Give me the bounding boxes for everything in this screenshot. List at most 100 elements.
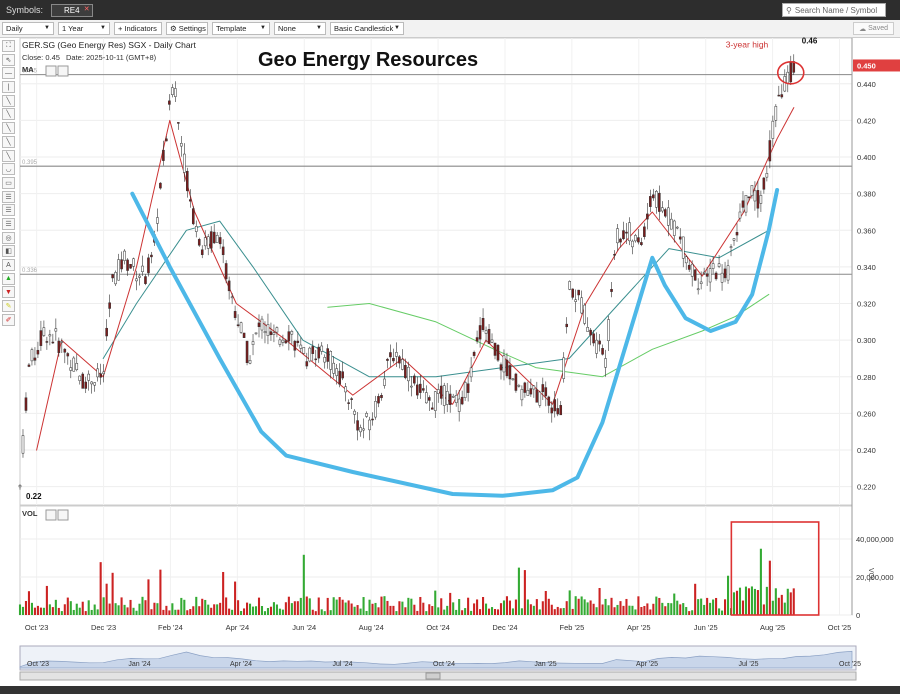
volume-bar [365, 610, 368, 615]
candle-body [508, 365, 512, 380]
candle-body [162, 149, 165, 161]
volume-bar [750, 586, 753, 615]
drawing-tool-icon[interactable]: ⛶ [2, 40, 15, 52]
candle-body [218, 237, 222, 245]
volume-bar [293, 601, 296, 615]
volume-bar [532, 605, 535, 615]
drawing-tool-icon[interactable]: ✎ [2, 300, 15, 313]
volume-bar [622, 605, 625, 615]
candle-body [780, 94, 784, 98]
candle-body [565, 323, 569, 328]
candle-body [559, 405, 563, 416]
symbol-chip[interactable]: RE4 ✕ [51, 3, 93, 17]
volume-bar [165, 605, 168, 615]
x-tick-label: Apr '25 [627, 623, 651, 632]
candle-body [33, 357, 37, 361]
drawing-tool-icon[interactable]: ◧ [2, 245, 15, 258]
candle-body [466, 383, 470, 393]
drawing-tool-icon[interactable]: ⇖ [2, 53, 15, 66]
drawing-tool-icon[interactable]: ╲ [2, 94, 15, 107]
indicators-button[interactable]: + Indicators [114, 22, 162, 35]
saved-button[interactable]: ☁ Saved [853, 22, 894, 35]
y-tick-label: 0.420 [857, 116, 876, 125]
candle-body [422, 388, 425, 391]
candle-body [625, 231, 628, 234]
candle-body [580, 297, 583, 314]
volume-bar [87, 600, 90, 615]
drawing-tool-icon[interactable]: | [2, 81, 15, 94]
candle-body [308, 347, 312, 362]
template-select[interactable]: Template ▼ [212, 22, 270, 35]
drawing-tool-icon[interactable]: ╲ [2, 149, 15, 162]
drawing-tool-icon[interactable]: ▭ [2, 176, 15, 189]
interval-select[interactable]: Daily ▼ [2, 22, 54, 35]
remove-symbol-icon[interactable]: ✕ [83, 5, 90, 13]
settings-button[interactable]: ⚙ Settings [166, 22, 208, 35]
gear-icon[interactable] [45, 509, 57, 521]
three-year-high-label: 3-year high [726, 40, 769, 50]
drawing-tool-icon[interactable]: ╲ [2, 135, 15, 148]
candle-body [129, 264, 132, 269]
drawing-tool-icon[interactable]: A [2, 259, 15, 271]
volume-bar [254, 606, 258, 615]
search-input[interactable]: ⚲ Search Name / Symbol [782, 3, 886, 17]
volume-bar [470, 610, 473, 615]
drawing-tool-icon[interactable]: ╲ [2, 122, 15, 135]
y-tick-label: 0.220 [857, 483, 876, 492]
volume-bar [664, 606, 667, 615]
compare-select[interactable]: None ▼ [274, 22, 326, 35]
candle-body [120, 259, 123, 270]
drawing-tool-icon[interactable]: ☰ [2, 190, 15, 203]
candle-body [296, 340, 300, 343]
drawing-tool-icon[interactable]: ◡ [2, 163, 15, 176]
volume-bar [21, 606, 25, 615]
level-label: 0.395 [22, 160, 38, 166]
candle-body [335, 368, 338, 376]
candle-body [658, 192, 661, 212]
drawing-tool-icon[interactable]: ✐ [2, 313, 15, 326]
volume-bar [246, 602, 249, 615]
candle-body [257, 322, 261, 327]
close-icon[interactable] [57, 509, 69, 521]
gear-icon[interactable] [45, 65, 57, 77]
candle-body [45, 341, 49, 343]
scrollbar-thumb[interactable] [425, 672, 441, 680]
drawing-tool-icon[interactable]: ╲ [2, 108, 15, 121]
volume-bar [347, 600, 350, 615]
volume-bar [126, 607, 129, 615]
drawing-tool-icon[interactable]: ▲ [2, 272, 15, 285]
drawing-tool-icon[interactable]: ▼ [2, 286, 15, 299]
drawing-tool-icon[interactable]: — [2, 67, 15, 80]
volume-bar [724, 599, 727, 615]
x-tick-label: Jun '24 [292, 623, 316, 632]
volume-bar [228, 608, 231, 615]
level-label: 0.336 [22, 268, 38, 274]
candle-body [278, 339, 282, 345]
volume-bar [186, 610, 189, 615]
candle-body [401, 359, 404, 370]
volume-bar [697, 599, 700, 615]
range-select[interactable]: 1 Year ▼ [58, 22, 110, 35]
chart-style-select[interactable]: Basic Candlestick ▼ [330, 22, 404, 35]
close-icon[interactable] [57, 65, 69, 77]
candle-body [741, 200, 745, 208]
plus-icon: + [118, 24, 123, 33]
volume-bar [90, 609, 93, 615]
volume-bar [27, 591, 31, 615]
chevron-down-icon: ▼ [100, 25, 106, 31]
volume-bar [257, 597, 261, 615]
candle-body [18, 485, 22, 488]
drawing-tool-icon[interactable]: ☰ [2, 217, 15, 230]
candle-body [251, 341, 255, 345]
candle-body [183, 153, 186, 173]
candle-body [529, 388, 533, 395]
candle-body [487, 328, 491, 344]
drawing-tool-icon[interactable]: ☰ [2, 204, 15, 217]
candle-body [236, 324, 240, 326]
chevron-down-icon: ▼ [394, 25, 400, 31]
drawing-tool-icon[interactable]: ◎ [2, 231, 15, 244]
navigator[interactable]: Oct '23 Jan '24 Apr '24 Jul '24 Oct '24 Jan '… [19, 645, 861, 681]
candle-body [96, 368, 99, 378]
candle-body [744, 195, 748, 213]
candle-body [353, 410, 356, 415]
